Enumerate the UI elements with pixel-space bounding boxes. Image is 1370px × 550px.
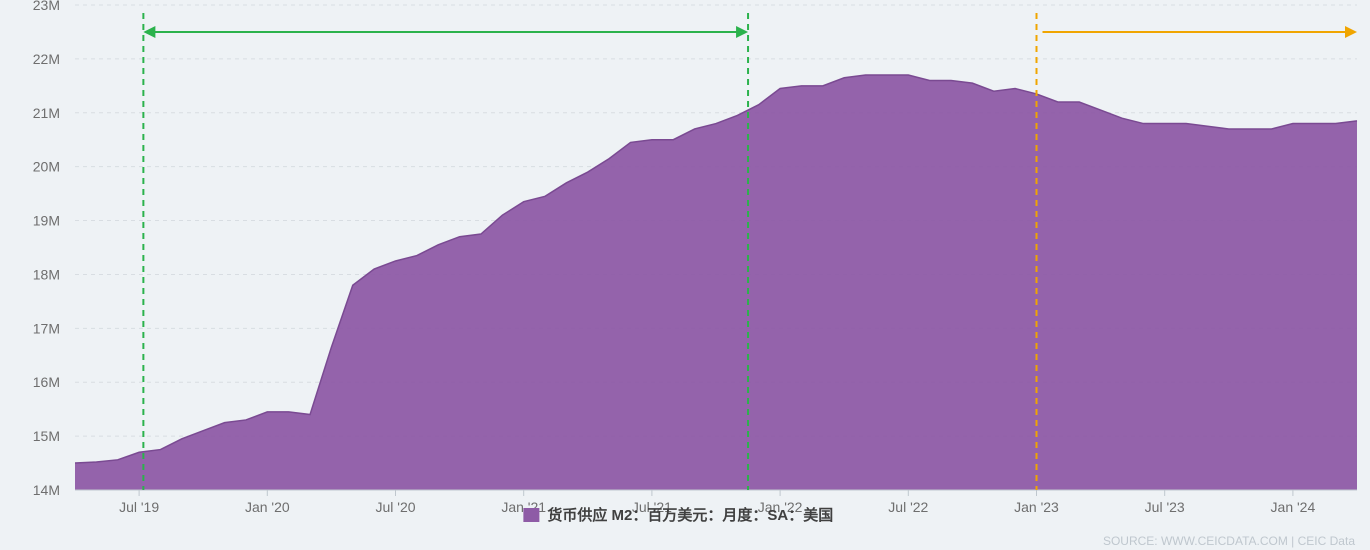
source-text: SOURCE: WWW.CEICDATA.COM | CEIC Data xyxy=(1103,534,1355,548)
x-tick-label: Jul '19 xyxy=(119,499,159,515)
y-tick-label: 15M xyxy=(33,428,60,444)
y-tick-label: 22M xyxy=(33,51,60,67)
x-tick-label: Jul '22 xyxy=(888,499,928,515)
y-tick-label: 14M xyxy=(33,482,60,498)
y-tick-label: 17M xyxy=(33,320,60,336)
y-tick-label: 19M xyxy=(33,213,60,229)
legend-swatch xyxy=(523,508,539,522)
x-tick-label: Jan '20 xyxy=(245,499,290,515)
x-tick-label: Jan '24 xyxy=(1271,499,1316,515)
x-tick-label: Jan '23 xyxy=(1014,499,1059,515)
chart-svg: 14M 15M 16M 17M 18M 19M 20M 21M 22M 23M Jul '19 Jan… xyxy=(0,0,1370,550)
y-tick-label: 18M xyxy=(33,266,60,282)
m2-money-supply-chart: 14M 15M 16M 17M 18M 19M 20M 21M 22M 23M Jul '19 Jan… xyxy=(0,0,1370,550)
x-tick-label: Jul '23 xyxy=(1145,499,1185,515)
legend-label: 货币供应 M2：百万美元：月度：SA：美国 xyxy=(547,506,833,524)
x-tick-label: Jul '20 xyxy=(375,499,415,515)
y-tick-label: 21M xyxy=(33,105,60,121)
y-tick-label: 23M xyxy=(33,0,60,13)
y-tick-label: 20M xyxy=(33,159,60,175)
y-tick-label: 16M xyxy=(33,374,60,390)
legend: 货币供应 M2：百万美元：月度：SA：美国 xyxy=(523,506,833,524)
